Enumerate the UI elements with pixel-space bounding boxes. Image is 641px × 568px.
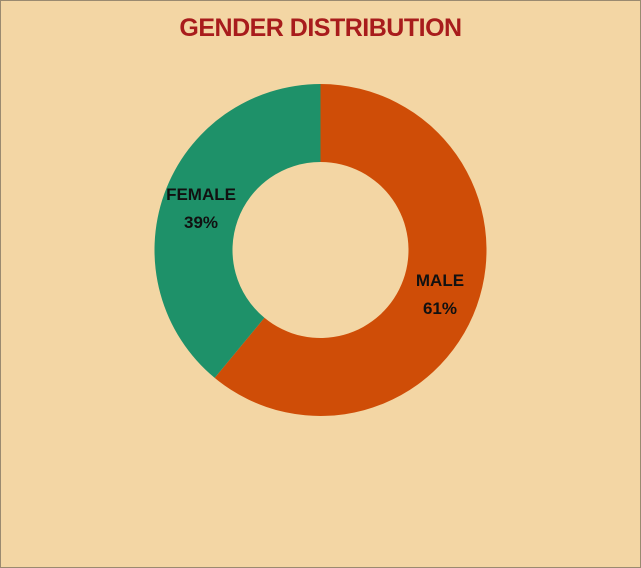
slice-value-male: 61% bbox=[423, 299, 457, 318]
slice-male bbox=[214, 84, 487, 417]
slice-label-female: FEMALE bbox=[166, 185, 236, 204]
slice-female bbox=[154, 84, 321, 378]
slice-label-male: MALE bbox=[416, 271, 464, 290]
chart-title: GENDER DISTRIBUTION bbox=[179, 14, 462, 42]
slice-value-female: 39% bbox=[184, 213, 218, 232]
